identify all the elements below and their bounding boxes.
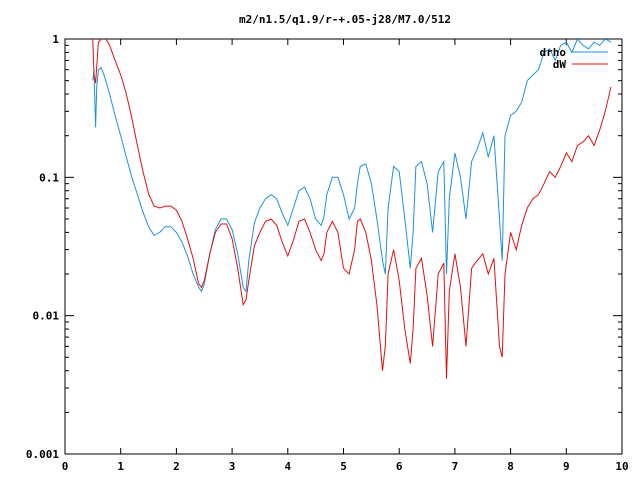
y-tick-label: 0.1 (39, 171, 59, 184)
series-layer (92, 39, 612, 379)
y-tick-label: 1 (52, 33, 59, 46)
x-tick-label: 4 (284, 460, 291, 473)
x-axis: 0 1 2 3 4 5 6 7 8 9 10 (62, 39, 629, 473)
x-tick-label: 7 (452, 460, 459, 473)
y-tick-label: 0.01 (33, 310, 60, 323)
legend-label-drho: drho (540, 46, 567, 59)
chart-title: m2/n1.5/q1.9/r-+.05-j28/M7.0/512 (239, 13, 451, 26)
y-tick-label: 0.001 (26, 448, 59, 461)
x-tick-label: 10 (615, 460, 628, 473)
x-tick-label: 0 (62, 460, 69, 473)
x-tick-label: 5 (340, 460, 347, 473)
y-axis: 0.001 0.01 0.1 1 (26, 33, 622, 461)
plot-frame (64, 38, 623, 455)
x-tick-label: 9 (563, 460, 570, 473)
x-tick-label: 1 (117, 460, 124, 473)
x-tick-label: 8 (507, 460, 514, 473)
series-line-drho (92, 39, 612, 293)
x-tick-label: 2 (173, 460, 180, 473)
series-line-dW (92, 39, 612, 379)
x-tick-label: 6 (396, 460, 403, 473)
legend-label-dW: dW (553, 58, 567, 71)
x-tick-label: 3 (229, 460, 236, 473)
